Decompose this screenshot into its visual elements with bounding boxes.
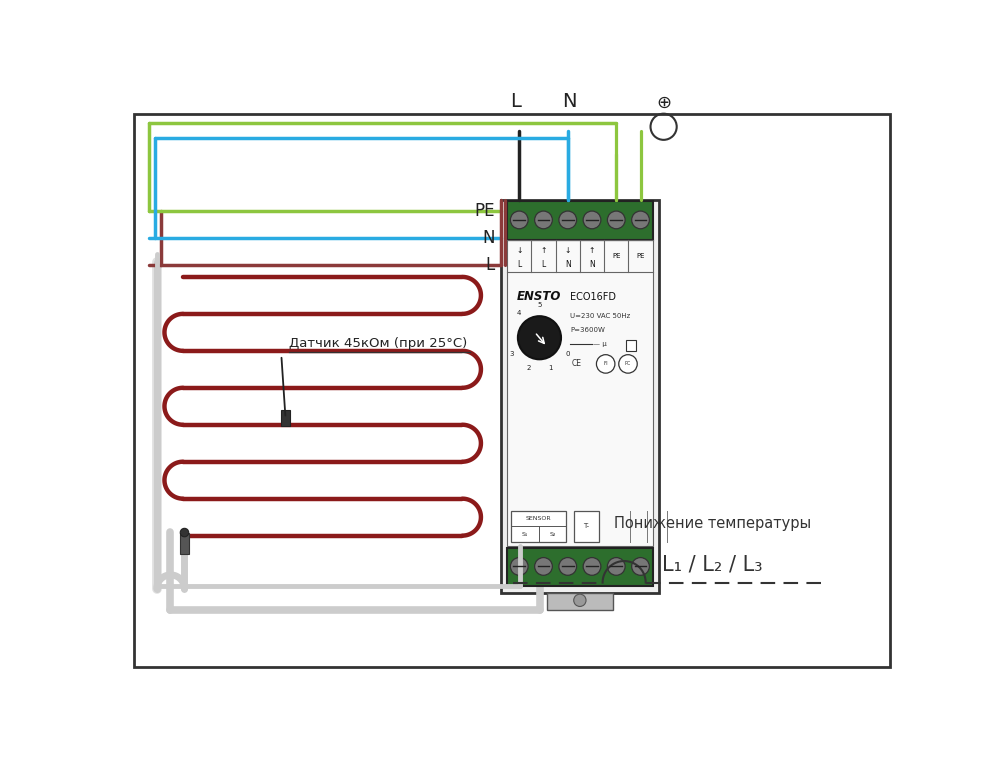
Text: L: L [510, 92, 521, 111]
Text: 2: 2 [526, 365, 531, 371]
Text: L: L [541, 260, 546, 269]
Text: ↓: ↓ [516, 246, 522, 255]
Circle shape [535, 211, 552, 229]
Text: L: L [517, 260, 521, 269]
Circle shape [583, 211, 601, 229]
Circle shape [180, 529, 189, 537]
Circle shape [510, 211, 528, 229]
Circle shape [559, 211, 577, 229]
Text: L: L [486, 256, 495, 274]
Circle shape [510, 557, 528, 575]
Text: PE: PE [612, 253, 621, 259]
Circle shape [619, 354, 637, 373]
Circle shape [583, 557, 601, 575]
Text: 1: 1 [548, 365, 553, 371]
Text: — μ: — μ [593, 341, 607, 347]
Text: SENSOR: SENSOR [526, 516, 551, 521]
Text: 5: 5 [537, 303, 542, 308]
Text: 4: 4 [516, 310, 521, 316]
Circle shape [518, 317, 561, 359]
Circle shape [632, 211, 649, 229]
Text: PE: PE [474, 203, 495, 221]
Text: L₁ / L₂ / L₃: L₁ / L₂ / L₃ [662, 554, 763, 574]
Text: 0: 0 [565, 351, 570, 357]
Text: ENSTO: ENSTO [516, 290, 561, 303]
Bar [547, 593, 613, 610]
Bar [507, 240, 653, 546]
Text: U=230 VAC 50Hz: U=230 VAC 50Hz [570, 313, 631, 319]
Circle shape [559, 557, 577, 575]
Text: N: N [565, 260, 571, 269]
Bar [574, 511, 599, 542]
Text: ECO16FD: ECO16FD [570, 292, 616, 302]
Text: PE: PE [636, 253, 645, 259]
Bar [626, 340, 636, 351]
Circle shape [535, 557, 552, 575]
Text: T-: T- [583, 523, 589, 529]
Text: ↑: ↑ [589, 246, 595, 255]
Circle shape [607, 211, 625, 229]
Bar [281, 410, 290, 426]
Text: 3: 3 [509, 351, 514, 357]
Text: FI: FI [603, 361, 608, 366]
Bar [180, 533, 189, 554]
Bar [511, 511, 566, 542]
Text: ⊕: ⊕ [656, 94, 671, 111]
Text: Понижение температуры: Понижение температуры [614, 515, 811, 531]
Text: ↓: ↓ [565, 246, 571, 255]
Bar [507, 548, 653, 587]
Text: ↑: ↑ [540, 246, 547, 255]
Bar [501, 200, 659, 593]
Text: N: N [589, 260, 595, 269]
Bar [507, 201, 653, 240]
Circle shape [632, 557, 649, 575]
Text: Датчик 45кОм (при 25°C): Датчик 45кОм (при 25°C) [289, 337, 467, 350]
Circle shape [607, 557, 625, 575]
Text: S₁: S₁ [522, 532, 528, 536]
Text: N: N [562, 92, 577, 111]
Text: PC: PC [625, 361, 631, 366]
Text: N: N [482, 229, 495, 248]
Text: S₂: S₂ [549, 532, 556, 536]
Text: P=3600W: P=3600W [570, 327, 605, 333]
Circle shape [596, 354, 615, 373]
Circle shape [574, 594, 586, 607]
Text: CE: CE [572, 359, 582, 368]
